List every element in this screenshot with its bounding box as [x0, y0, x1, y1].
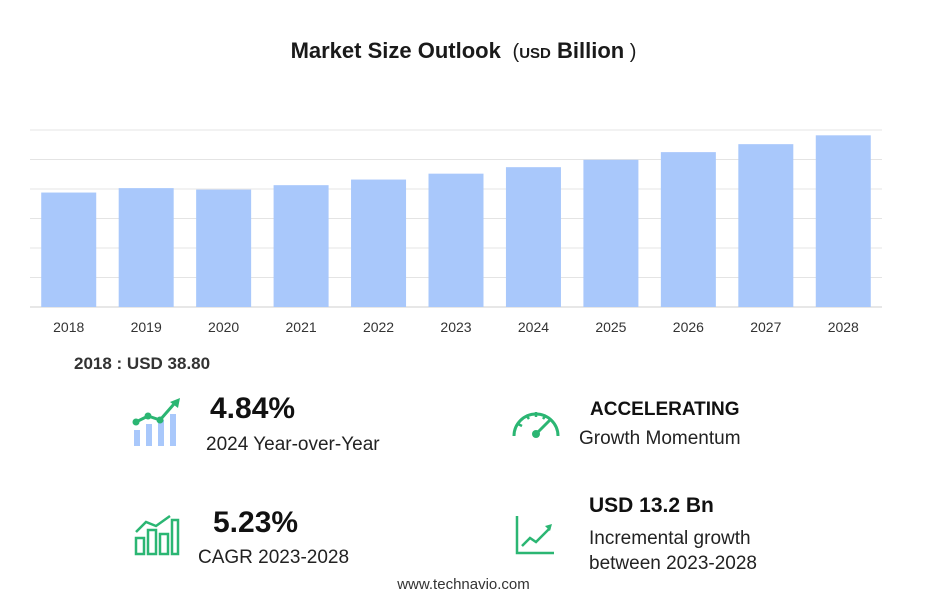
bar-2022 — [351, 179, 407, 307]
bar-chart: 2018 2019 2020 2021 2022 2023 2024 2025 2026 2027… — [30, 129, 882, 335]
chart-title-text: Market Size Outlook — [290, 38, 501, 63]
x-tick-label-2026: 2026 — [673, 319, 704, 335]
x-tick-label-2024: 2024 — [518, 319, 549, 335]
cagr-label: CAGR 2023-2028 — [198, 547, 350, 568]
cagr-value: 5.23% — [213, 506, 299, 539]
momentum-label: Growth Momentum — [579, 428, 741, 449]
yoy-value: 4.84% — [210, 392, 296, 425]
base-year-value: 2018 : USD 38.80 — [74, 354, 211, 373]
bar-2025 — [583, 159, 639, 307]
bar-2027 — [738, 144, 794, 307]
x-tick-label-2028: 2028 — [828, 319, 859, 335]
x-tick-label-2025: 2025 — [595, 319, 626, 335]
incremental-label-line2: between 2023-2028 — [589, 553, 757, 574]
chart-title-unit: Billion — [556, 38, 625, 63]
yoy-label: 2024 Year-over-Year — [206, 434, 380, 455]
chart-title: Market Size Outlook (USD Billion ) — [0, 38, 927, 64]
x-tick-label-2020: 2020 — [208, 319, 239, 335]
x-tick-label-2022: 2022 — [363, 319, 394, 335]
chart-title-close-paren: ) — [624, 41, 637, 63]
bar-2024 — [505, 167, 561, 307]
bar-2021 — [273, 185, 329, 307]
x-tick-label-2018: 2018 — [53, 319, 84, 335]
momentum-value: ACCELERATING — [590, 399, 740, 420]
incremental-value: USD 13.2 Bn — [589, 494, 714, 517]
bar-2028 — [815, 135, 871, 307]
x-tick-label-2027: 2027 — [750, 319, 781, 335]
chart-title-open-paren: ( — [506, 41, 520, 63]
bar-2019 — [118, 188, 174, 307]
speedometer-icon — [512, 412, 560, 438]
x-tick-label-2019: 2019 — [131, 319, 162, 335]
bar-2026 — [660, 152, 716, 307]
x-tick-label-2021: 2021 — [286, 319, 317, 335]
footer-source: www.technavio.com — [397, 576, 530, 593]
bar-2023 — [428, 173, 484, 307]
trend-line-icon — [515, 516, 554, 555]
bar-chart-icon — [134, 514, 180, 556]
x-tick-label-2023: 2023 — [440, 319, 471, 335]
bar-2018 — [41, 192, 97, 307]
growth-bars-icon — [132, 398, 180, 446]
bar-2020 — [196, 189, 252, 307]
incremental-label-line1: Incremental growth — [589, 528, 751, 549]
chart-title-unit-prefix: USD — [519, 45, 551, 62]
